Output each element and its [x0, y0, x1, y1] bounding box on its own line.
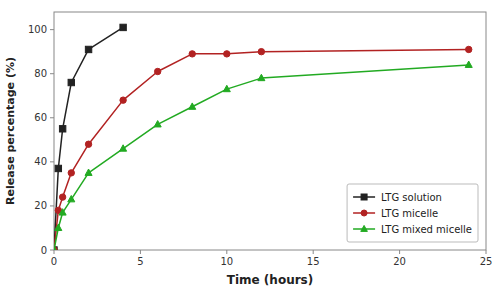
- data-point: [54, 247, 57, 250]
- y-tick: [50, 161, 54, 162]
- legend-marker: [361, 225, 368, 231]
- data-point: [59, 209, 66, 215]
- y-tick-label: 60: [34, 112, 47, 123]
- y-tick: [50, 29, 54, 30]
- y-tick-label: 0: [41, 245, 47, 256]
- data-point: [55, 165, 61, 171]
- data-point: [68, 195, 75, 201]
- x-tick: [313, 250, 314, 254]
- legend-label: LTG solution: [381, 192, 442, 203]
- data-point: [85, 46, 91, 52]
- legend-marker: [361, 194, 367, 200]
- x-tick: [399, 250, 400, 254]
- y-axis-label: Release percentage (%): [4, 57, 17, 205]
- data-point: [55, 224, 62, 230]
- x-tick-label: 0: [51, 256, 57, 267]
- plot-area: [54, 24, 472, 250]
- data-point: [59, 194, 65, 200]
- data-point: [68, 79, 74, 85]
- x-tick-label: 5: [137, 256, 143, 267]
- legend-box: [347, 184, 478, 242]
- x-tick: [486, 250, 487, 254]
- data-point: [189, 103, 196, 109]
- y-tick: [50, 117, 54, 118]
- legend-marker: [361, 210, 367, 216]
- data-point: [466, 46, 472, 52]
- x-tick-label: 25: [480, 256, 493, 267]
- x-tick: [54, 250, 55, 254]
- data-point: [154, 121, 161, 127]
- x-tick: [226, 250, 227, 254]
- data-point: [258, 48, 264, 54]
- data-point: [68, 170, 74, 176]
- data-point: [59, 126, 65, 132]
- chart: 0 5 10 15 20 25 0 20 40 60 80 100 Time (hours) Releas…: [0, 0, 500, 292]
- plot-frame: [54, 12, 486, 250]
- y-tick-label: 40: [34, 156, 47, 167]
- x-tick-label: 20: [393, 256, 406, 267]
- y-tick-label: 20: [34, 200, 47, 211]
- legend: LTG solution LTG micelle LTG mixed micelle: [347, 184, 478, 242]
- y-tick: [50, 205, 54, 206]
- data-point: [258, 74, 265, 80]
- x-tick-label: 10: [220, 256, 233, 267]
- data-point: [154, 68, 160, 74]
- x-axis-label: Time (hours): [227, 273, 313, 287]
- data-point: [54, 247, 57, 250]
- y-tick-label: 80: [34, 68, 47, 79]
- y-tick: [50, 73, 54, 74]
- y-tick: [50, 250, 54, 251]
- data-point: [224, 51, 230, 57]
- data-point: [85, 141, 91, 147]
- data-point: [223, 85, 230, 91]
- x-tick: [140, 250, 141, 254]
- x-tick-label: 15: [307, 256, 320, 267]
- legend-label: LTG micelle: [381, 208, 438, 219]
- legend-label: LTG mixed micelle: [381, 224, 472, 235]
- data-point: [465, 61, 472, 67]
- data-point: [120, 97, 126, 103]
- data-point: [85, 169, 92, 175]
- data-point: [189, 51, 195, 57]
- data-point: [54, 246, 58, 250]
- y-tick-label: 100: [28, 24, 47, 35]
- data-point: [120, 24, 126, 30]
- series-line: [54, 27, 123, 250]
- data-point: [120, 145, 127, 151]
